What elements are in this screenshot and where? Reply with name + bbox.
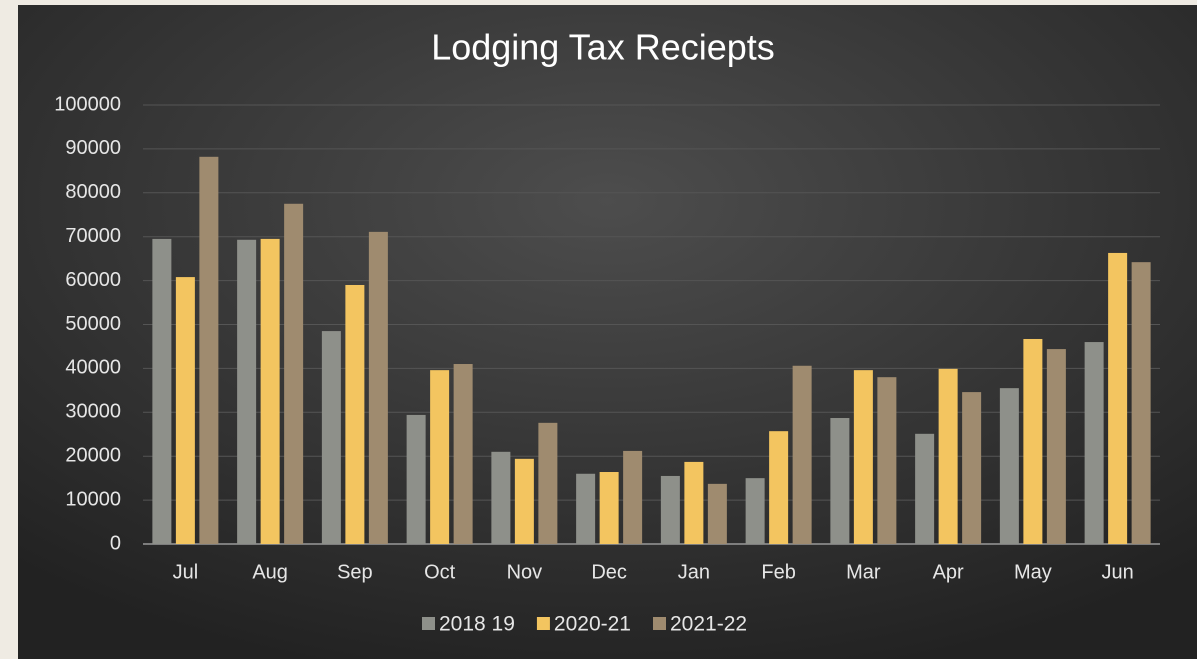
bar bbox=[260, 238, 280, 544]
y-tick-label: 100000 bbox=[54, 93, 121, 115]
bar bbox=[345, 284, 365, 544]
x-tick-label: Sep bbox=[337, 561, 373, 583]
bar bbox=[368, 231, 388, 544]
bar bbox=[199, 156, 219, 544]
bar bbox=[792, 365, 812, 544]
bar bbox=[175, 277, 195, 544]
bar bbox=[599, 472, 619, 544]
x-tick-label: Jan bbox=[678, 561, 710, 583]
bar bbox=[406, 414, 426, 544]
bar bbox=[962, 392, 982, 544]
y-tick-label: 10000 bbox=[65, 488, 121, 510]
bar bbox=[237, 239, 257, 544]
bar bbox=[707, 483, 727, 544]
bar bbox=[623, 450, 643, 544]
legend-label: 2018 19 bbox=[439, 613, 515, 636]
legend-label: 2020-21 bbox=[554, 613, 631, 636]
bar bbox=[1108, 252, 1128, 544]
bar bbox=[430, 370, 450, 544]
x-tick-label: Dec bbox=[591, 561, 627, 583]
x-tick-label: Feb bbox=[761, 561, 795, 583]
legend-label: 2021-22 bbox=[670, 613, 747, 636]
bar bbox=[152, 238, 172, 544]
bar bbox=[284, 203, 304, 544]
bar bbox=[453, 364, 473, 544]
bar bbox=[684, 461, 704, 544]
x-tick-label: Aug bbox=[252, 561, 288, 583]
x-tick-label: Apr bbox=[933, 561, 964, 583]
bar bbox=[538, 422, 558, 544]
bar bbox=[1023, 338, 1043, 544]
legend-swatch bbox=[653, 617, 666, 630]
bar bbox=[491, 451, 511, 544]
bar bbox=[830, 418, 850, 544]
bar bbox=[514, 458, 534, 544]
y-tick-label: 0 bbox=[110, 532, 121, 554]
bar bbox=[915, 433, 935, 544]
x-tick-label: Mar bbox=[846, 561, 881, 583]
chart-title: Lodging Tax Reciepts bbox=[431, 27, 775, 68]
y-tick-label: 70000 bbox=[65, 225, 121, 247]
x-tick-label: May bbox=[1014, 561, 1052, 583]
bar bbox=[877, 377, 897, 544]
y-tick-label: 50000 bbox=[65, 313, 121, 335]
bar bbox=[1046, 349, 1066, 544]
bar bbox=[769, 431, 789, 544]
legend-swatch bbox=[536, 617, 550, 630]
y-tick-label: 90000 bbox=[65, 137, 121, 159]
y-tick-label: 20000 bbox=[65, 444, 121, 466]
bar bbox=[938, 368, 958, 544]
x-tick-label: Jun bbox=[1102, 561, 1134, 583]
legend-swatch bbox=[422, 617, 435, 630]
x-tick-label: Oct bbox=[424, 561, 456, 583]
y-tick-label: 80000 bbox=[65, 181, 121, 203]
y-tick-label: 60000 bbox=[65, 269, 121, 291]
y-tick-label: 30000 bbox=[65, 401, 121, 423]
bar bbox=[321, 331, 341, 544]
bar bbox=[745, 478, 765, 544]
bar bbox=[853, 370, 873, 544]
bar bbox=[576, 473, 596, 544]
bar bbox=[999, 388, 1019, 544]
y-tick-label: 40000 bbox=[65, 357, 121, 379]
x-tick-label: Jul bbox=[173, 561, 199, 583]
bar bbox=[1131, 262, 1151, 544]
x-tick-label: Nov bbox=[507, 561, 543, 583]
bar bbox=[1084, 342, 1104, 544]
bar bbox=[660, 475, 680, 544]
